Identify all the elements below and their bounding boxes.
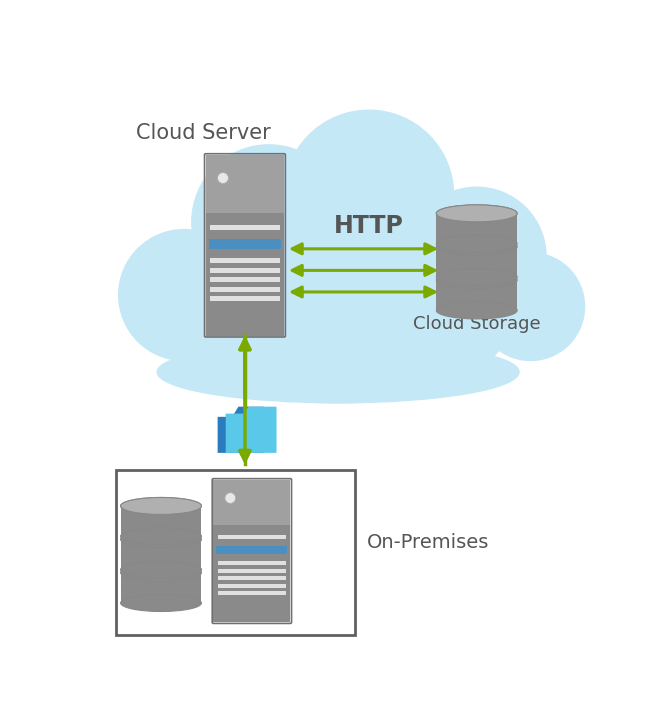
Bar <box>210 258 279 264</box>
Ellipse shape <box>436 272 517 288</box>
Text: HTTP: HTTP <box>334 213 404 237</box>
Bar <box>121 539 202 570</box>
Text: On-Premises: On-Premises <box>366 533 489 552</box>
Ellipse shape <box>436 238 517 256</box>
Ellipse shape <box>436 205 517 222</box>
Ellipse shape <box>436 205 517 222</box>
Bar <box>218 576 286 580</box>
Ellipse shape <box>169 249 507 403</box>
Ellipse shape <box>158 341 519 403</box>
Bar <box>218 584 286 587</box>
Ellipse shape <box>121 497 202 515</box>
Ellipse shape <box>121 531 202 548</box>
Text: Cloud Server: Cloud Server <box>136 123 271 143</box>
Ellipse shape <box>121 564 202 582</box>
Bar <box>436 247 517 277</box>
Bar <box>121 506 202 537</box>
Bar <box>218 534 286 539</box>
Circle shape <box>192 145 346 299</box>
Bar <box>206 213 284 336</box>
Bar <box>216 546 287 554</box>
Bar <box>209 239 281 249</box>
Bar <box>121 573 202 603</box>
Circle shape <box>119 229 250 361</box>
Bar <box>210 287 279 292</box>
Circle shape <box>225 493 236 503</box>
Ellipse shape <box>121 595 202 611</box>
Polygon shape <box>225 407 277 453</box>
Bar <box>214 526 291 622</box>
Bar <box>214 480 291 526</box>
Bar <box>206 155 284 213</box>
Polygon shape <box>217 407 264 453</box>
Bar <box>210 296 279 301</box>
Ellipse shape <box>436 302 517 319</box>
Bar <box>210 268 279 273</box>
Bar <box>210 277 279 282</box>
Circle shape <box>476 253 585 361</box>
Circle shape <box>407 187 546 326</box>
Bar <box>218 568 286 573</box>
Text: Cloud Storage: Cloud Storage <box>413 315 540 333</box>
Ellipse shape <box>121 528 202 544</box>
Bar <box>218 591 286 595</box>
Ellipse shape <box>436 269 517 285</box>
Circle shape <box>217 173 229 184</box>
Bar <box>117 470 355 635</box>
Ellipse shape <box>121 497 202 515</box>
Bar <box>210 224 279 229</box>
Bar <box>436 280 517 311</box>
Bar <box>218 561 286 566</box>
Ellipse shape <box>436 235 517 252</box>
Ellipse shape <box>121 561 202 578</box>
Bar <box>436 213 517 244</box>
Circle shape <box>284 110 453 280</box>
